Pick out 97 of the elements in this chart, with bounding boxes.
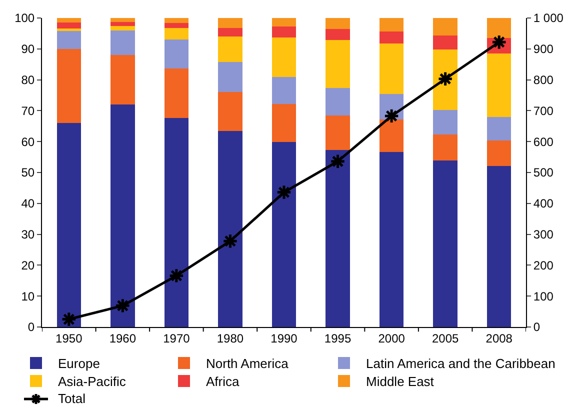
bar (433, 50, 458, 110)
bar (164, 28, 189, 40)
bar (164, 68, 189, 118)
bar (272, 142, 296, 327)
y2-tick-label: 200 (533, 258, 554, 272)
x-tick-label: 1995 (324, 331, 352, 346)
bar (272, 37, 296, 78)
y-tick-label: 0 (28, 320, 35, 334)
bar (379, 18, 404, 32)
point (491, 34, 507, 50)
bar (326, 88, 350, 116)
y2-tick-label: 300 (533, 228, 554, 242)
legend-label: Asia-Pacific (58, 374, 126, 389)
point (168, 268, 184, 284)
x-tick-label: 2000 (378, 331, 406, 346)
y2-tick-label: 900 (533, 42, 554, 56)
bar (272, 77, 296, 104)
x-tick-label: 1950 (56, 331, 83, 346)
bar (110, 30, 135, 56)
bar (110, 18, 135, 22)
bar (218, 18, 242, 28)
bar (164, 22, 189, 28)
bar (433, 160, 458, 327)
y2-tick-label: 800 (533, 73, 554, 87)
bar (326, 115, 350, 150)
legend-label: Total (58, 391, 86, 405)
point (384, 108, 400, 124)
bar (433, 134, 458, 160)
bar (56, 22, 81, 29)
bar (272, 18, 296, 27)
x-tick-label: 1970 (163, 331, 190, 346)
bar (487, 54, 512, 118)
point (61, 311, 77, 327)
bar (110, 55, 135, 105)
bar (218, 36, 242, 62)
bar (110, 26, 135, 31)
bar (56, 18, 81, 22)
y-tick-label: 100 (14, 11, 35, 26)
bar (110, 104, 135, 327)
x-tick-label: 2008 (486, 331, 513, 346)
legend-label: Middle East (366, 374, 434, 389)
bar (433, 36, 458, 50)
bar (379, 31, 404, 44)
bar (326, 40, 350, 88)
y-tick-label: 10 (21, 289, 35, 304)
y-tick-label: 70 (21, 104, 35, 118)
y2-tick-label: 700 (533, 104, 554, 118)
y-tick-label: 30 (21, 228, 35, 242)
bar (272, 104, 296, 142)
y-tick-label: 20 (21, 258, 35, 272)
bar (487, 18, 512, 38)
bar (379, 152, 404, 327)
bar (164, 118, 189, 327)
legend-label: North America (206, 356, 290, 371)
bar (218, 62, 242, 92)
bar (487, 166, 512, 327)
x-tick-label: 1990 (270, 331, 298, 346)
bar (110, 22, 135, 26)
point (330, 154, 346, 170)
point (114, 298, 131, 314)
bar (326, 18, 350, 29)
bar (56, 48, 81, 124)
y2-tick-label: 1 000 (533, 11, 564, 26)
y-tick-label: 60 (21, 134, 35, 149)
y-tick-label: 40 (21, 196, 35, 211)
bar (433, 18, 458, 36)
bar (164, 18, 189, 23)
legend-label: Africa (206, 374, 240, 389)
bar (326, 150, 350, 327)
x-tick-label: 1960 (109, 331, 136, 346)
bar (164, 39, 189, 68)
y-tick-label: 50 (21, 166, 35, 180)
bar (218, 28, 242, 37)
y2-tick-label: 100 (533, 289, 554, 304)
bar (433, 110, 458, 134)
bar (56, 123, 81, 327)
bar (56, 30, 81, 49)
y-tick-label: 90 (21, 42, 35, 56)
legend-label: Europe (58, 356, 100, 371)
bar (272, 26, 296, 38)
y-tick-label: 80 (21, 73, 35, 87)
legend-label: Latin America and the Caribbean (366, 356, 556, 371)
y2-tick-label: 600 (533, 134, 554, 149)
y2-tick-label: 400 (533, 196, 554, 211)
bar (379, 119, 404, 152)
bar (487, 140, 512, 166)
point (276, 184, 292, 200)
bar (379, 44, 404, 94)
bar (218, 131, 242, 327)
point (222, 233, 238, 249)
y2-tick-label: 500 (533, 166, 554, 180)
y2-tick-label: 0 (533, 320, 540, 334)
bar (326, 28, 350, 40)
x-tick-label: 1980 (216, 331, 244, 346)
bar (487, 117, 512, 141)
bar (218, 92, 242, 132)
x-tick-label: 2005 (432, 331, 459, 346)
